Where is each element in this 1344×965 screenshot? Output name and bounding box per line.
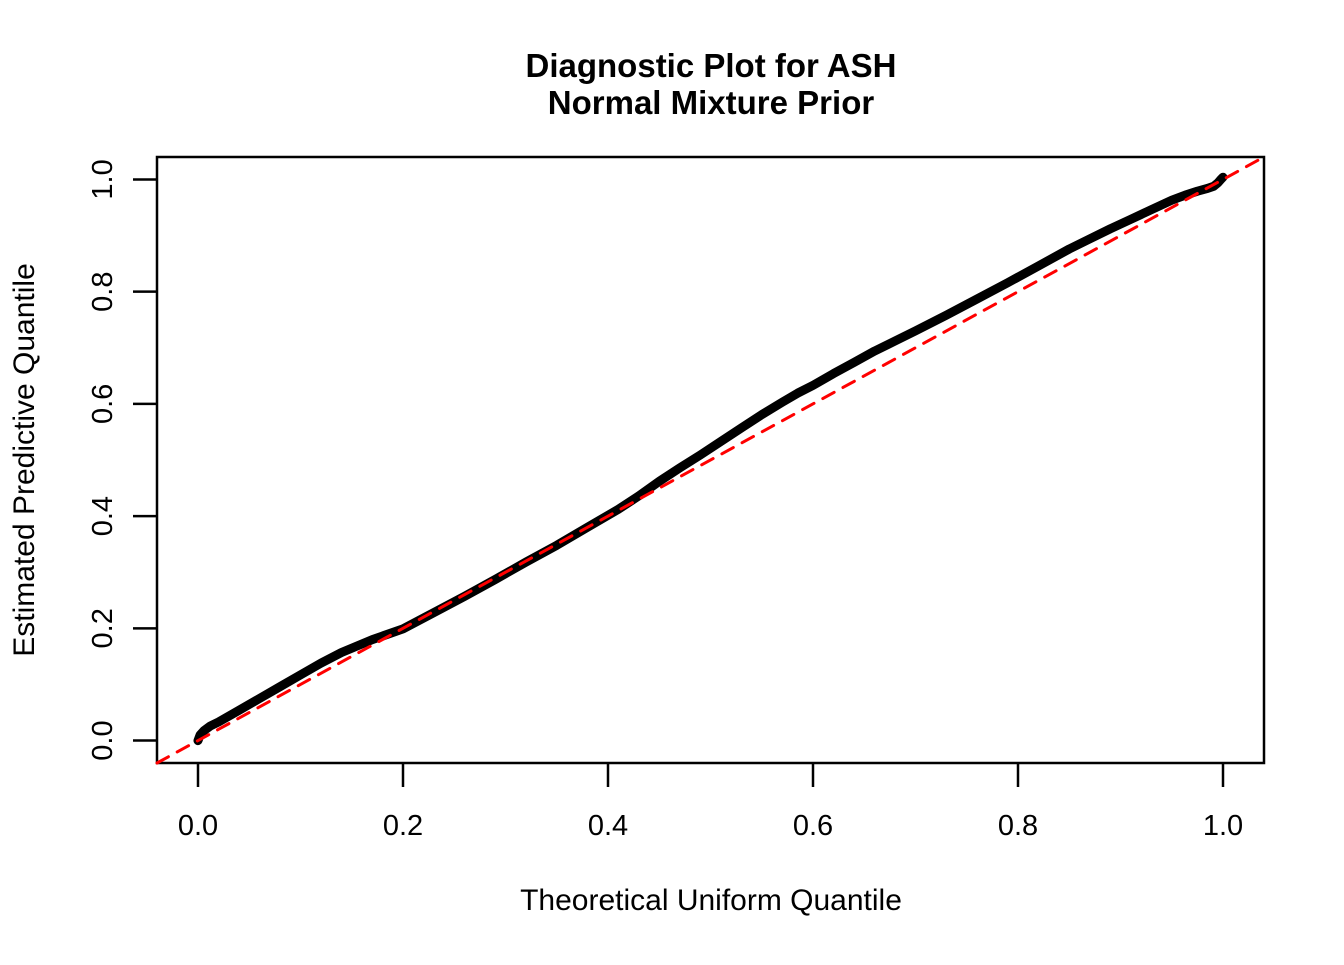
- x-axis-title: Theoretical Uniform Quantile: [520, 884, 902, 917]
- plot-title-line2: Normal Mixture Prior: [548, 84, 875, 121]
- x-tick-label: 0.6: [793, 810, 833, 842]
- y-tick-label: 1.0: [87, 159, 119, 199]
- x-tick-label: 0.4: [588, 810, 628, 842]
- x-tick-label: 0.0: [178, 810, 218, 842]
- x-axis: 0.0 0.2 0.4 0.6 0.8 1.0: [178, 763, 1243, 842]
- y-axis-title: Estimated Predictive Quantile: [8, 263, 41, 657]
- x-tick-label: 0.8: [998, 810, 1038, 842]
- identity-reference-line: [155, 155, 1266, 765]
- y-tick-label: 0.6: [87, 384, 119, 424]
- series-layer: [155, 155, 1266, 765]
- y-tick-label: 0.8: [87, 272, 119, 312]
- y-tick-label: 0.0: [87, 720, 119, 760]
- x-tick-label: 0.2: [383, 810, 423, 842]
- y-axis: 0.0 0.2 0.4 0.6 0.8 1.0: [87, 159, 157, 761]
- y-tick-label: 0.2: [87, 608, 119, 648]
- y-tick-label: 0.4: [87, 496, 119, 536]
- plot-title-line1: Diagnostic Plot for ASH: [526, 47, 897, 84]
- estimated-predictive-quantile-curve: [193, 172, 1228, 746]
- x-tick-label: 1.0: [1203, 810, 1243, 842]
- plot-box: [155, 155, 1266, 765]
